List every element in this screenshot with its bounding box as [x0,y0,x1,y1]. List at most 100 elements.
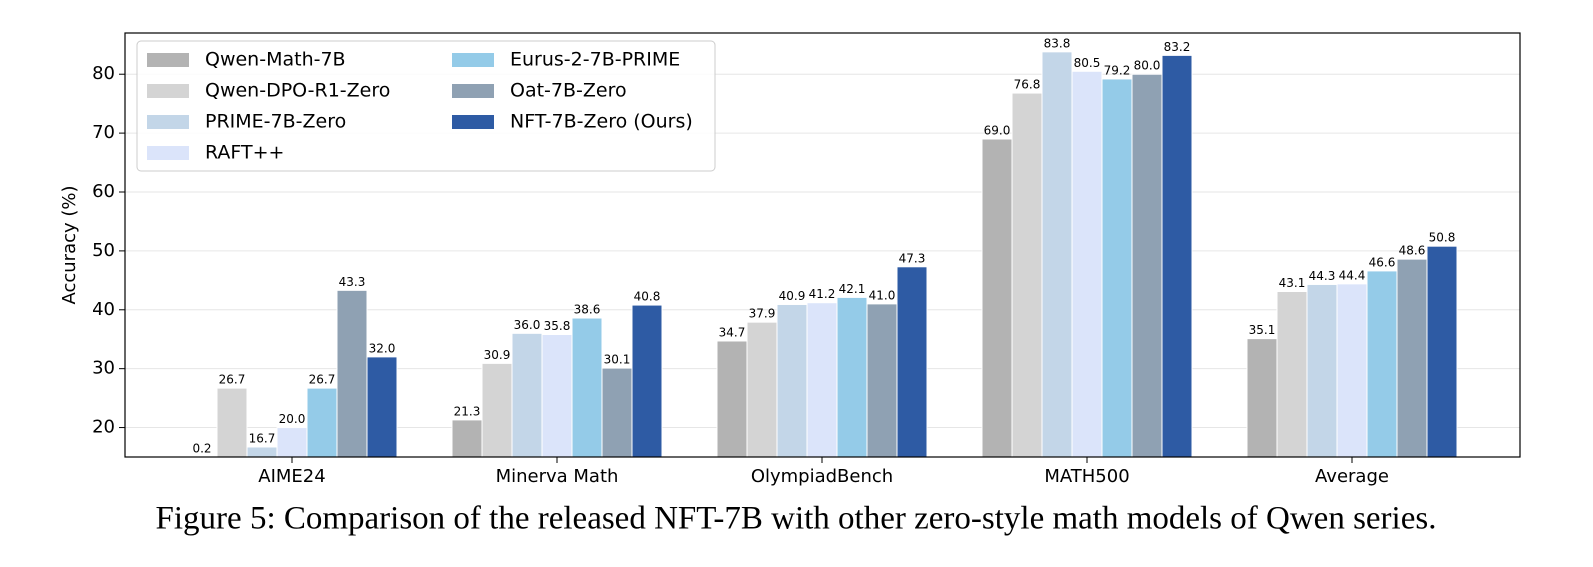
value-label: 80.5 [1074,56,1101,70]
legend-label: NFT-7B-Zero (Ours) [510,111,693,133]
x-tick-label: AIME24 [258,466,325,487]
x-tick-label: Average [1315,466,1389,487]
bar [451,419,483,458]
value-label: 26.7 [219,373,246,387]
legend-swatch [147,84,189,98]
bar [1101,78,1133,458]
value-label: 43.3 [339,275,366,289]
bar [541,334,573,458]
value-label: 37.9 [749,307,776,321]
bar [1306,283,1338,458]
bar [246,446,278,458]
y-tick-label: 50 [92,240,115,261]
bar [1131,73,1163,458]
value-label: 83.2 [1164,40,1191,54]
legend-label: Qwen-DPO-R1-Zero [205,80,390,102]
legend-box [136,40,716,172]
value-label: 16.7 [249,431,276,445]
bar [1011,92,1043,458]
value-label: 0.2 [192,442,211,456]
value-label: 42.1 [839,282,866,296]
legend-swatch [452,115,494,129]
value-label: 76.8 [1014,78,1041,92]
bar [1426,245,1458,458]
bar [601,367,633,458]
legend-swatch [147,115,189,129]
legend-label: Eurus-2-7B-PRIME [510,49,680,71]
value-label: 38.6 [574,303,601,317]
x-tick-label: MATH500 [1044,466,1129,487]
bar [511,332,543,458]
bar [1336,283,1368,458]
bar [631,304,663,458]
bar [1396,258,1428,458]
value-label: 80.0 [1134,59,1161,73]
value-label: 47.3 [899,251,926,265]
value-label: 48.6 [1399,244,1426,258]
y-tick-label: 20 [92,417,115,438]
legend-label: PRIME-7B-Zero [205,111,346,133]
value-label: 46.6 [1369,255,1396,269]
x-tick-label: OlympiadBench [751,466,893,487]
value-label: 40.8 [634,290,661,304]
value-label: 35.8 [544,319,571,333]
bar [806,302,838,458]
legend-swatch [147,146,189,160]
caption: Figure 5: Comparison of the released NFT… [156,501,1437,537]
plot-frame [124,32,1521,458]
bar [896,266,928,458]
value-label: 44.3 [1309,269,1336,283]
bar [836,296,868,458]
value-label: 20.0 [279,412,306,426]
x-tick-label: Minerva Math [496,466,619,487]
y-tick-label: 30 [92,358,115,379]
legend-label: RAFT++ [205,142,284,164]
value-label: 43.1 [1279,276,1306,290]
value-label: 50.8 [1429,231,1456,245]
value-label: 21.3 [454,404,481,418]
value-label: 35.1 [1249,323,1276,337]
bar [481,362,513,458]
bar [746,321,778,458]
y-tick-label: 80 [92,63,115,84]
value-label: 26.7 [309,373,336,387]
value-label: 83.8 [1044,36,1071,50]
y-axis-label: Accuracy (%) [59,185,80,304]
value-label: 34.7 [719,325,746,339]
bar [1041,51,1073,458]
legend-swatch [147,53,189,67]
y-tick-label: 40 [92,299,115,320]
value-label: 41.2 [809,287,836,301]
bar [1276,291,1308,458]
legend-swatch [452,84,494,98]
value-label: 30.1 [604,353,631,367]
bar [276,427,308,458]
bar [1366,270,1398,458]
legend-label: Oat-7B-Zero [510,80,627,102]
legend-label: Qwen-Math-7B [205,49,346,71]
bar [1246,338,1278,458]
bar [1071,70,1103,458]
value-label: 36.0 [514,318,541,332]
value-label: 30.9 [484,348,511,362]
value-label: 41.0 [869,288,896,302]
value-label: 44.4 [1339,268,1366,282]
bar [1161,54,1193,458]
bar [981,138,1013,458]
legend-swatch [452,53,494,67]
value-label: 32.0 [369,341,396,355]
bar [716,340,748,458]
value-label: 79.2 [1104,63,1131,77]
value-label: 69.0 [984,124,1011,138]
bar [336,289,368,458]
bar [571,317,603,458]
bar [366,356,398,458]
y-tick-label: 70 [92,122,115,143]
value-label: 40.9 [779,289,806,303]
bar [866,303,898,458]
bar [776,303,808,458]
y-tick-label: 60 [92,181,115,202]
bar [216,387,248,458]
bar [306,387,338,458]
